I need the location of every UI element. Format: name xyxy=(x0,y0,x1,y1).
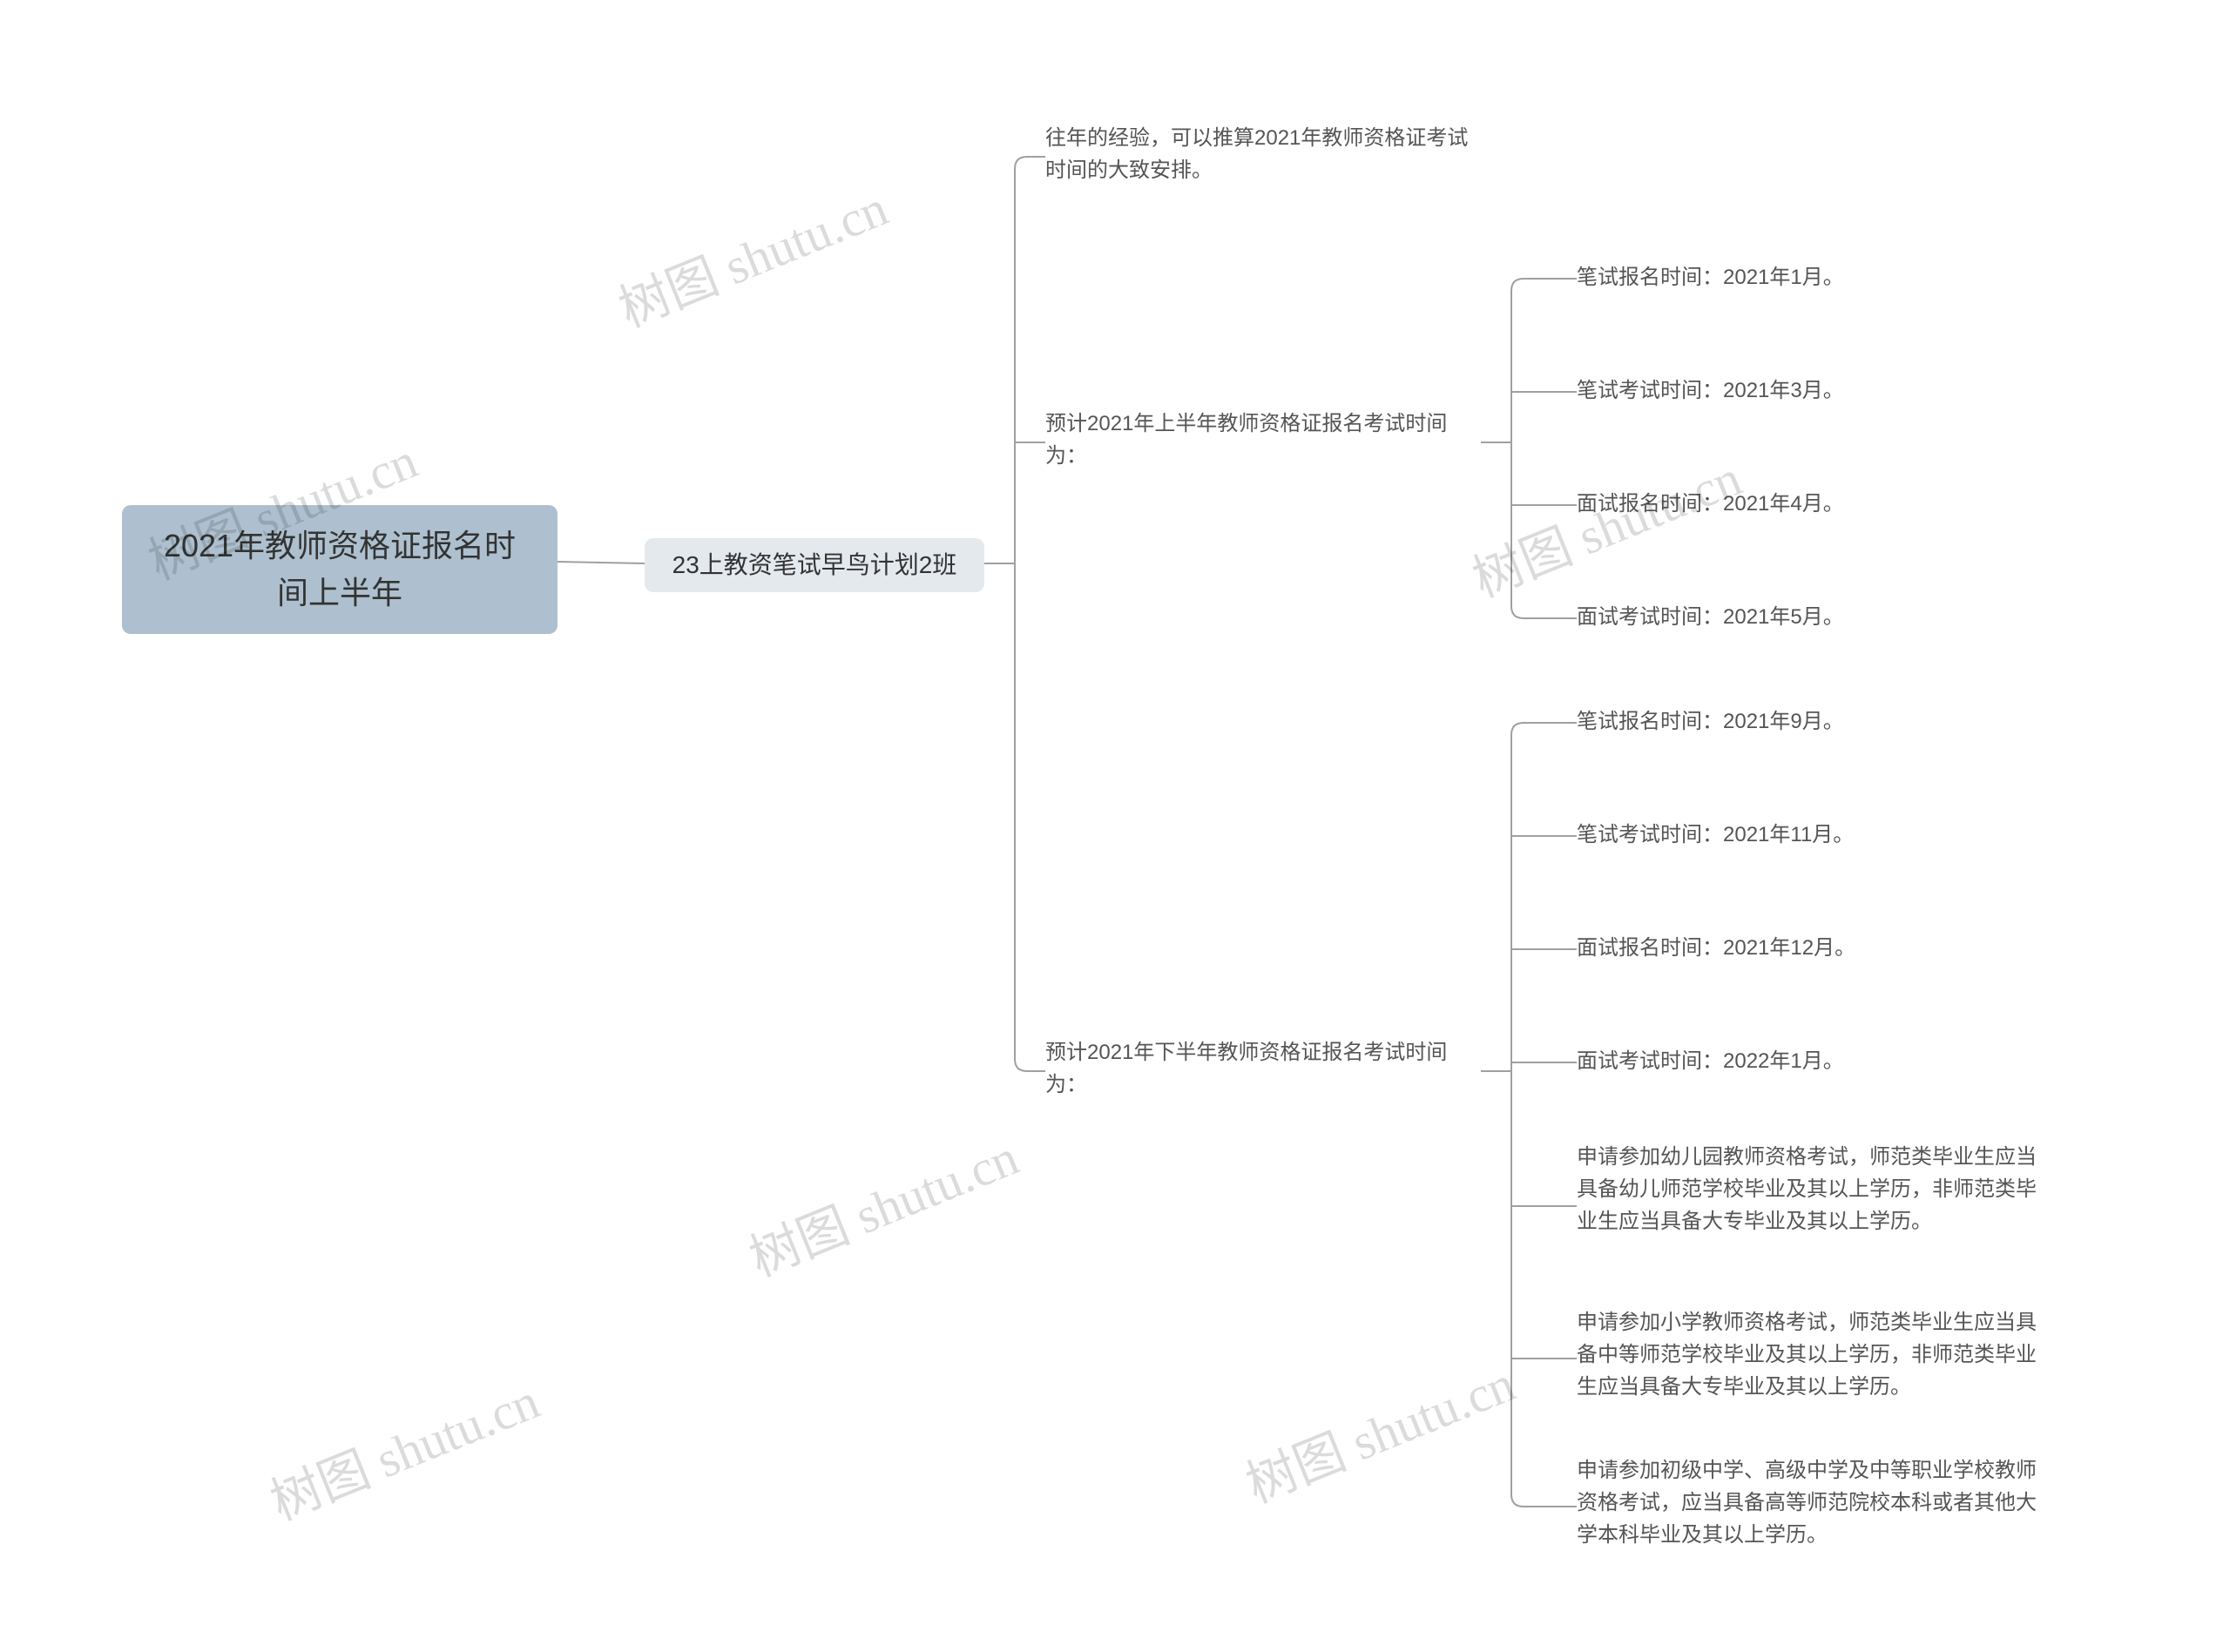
branch-node: 23上教资笔试早鸟计划2班 xyxy=(645,538,984,592)
watermark-3: 树图 shutu.cn xyxy=(258,1360,548,1534)
l3b-node-0: 笔试报名时间：2021年1月。 xyxy=(1577,261,2030,293)
l3c-node-4: 申请参加幼儿园教师资格考试，师范类毕业生应当具备幼儿师范学校毕业及其以上学历，非… xyxy=(1577,1141,2047,1238)
l3b-node-1: 笔试考试时间：2021年3月。 xyxy=(1577,374,2030,407)
l2-node-2: 预计2021年下半年教师资格证报名考试时间为： xyxy=(1045,1036,1481,1101)
watermark-5: 树图 shutu.cn xyxy=(1233,1343,1524,1517)
l3b-node-3: 面试考试时间：2021年5月。 xyxy=(1577,601,2030,633)
l2-node-1: 预计2021年上半年教师资格证报名考试时间为： xyxy=(1045,408,1481,472)
l3c-node-6: 申请参加初级中学、高级中学及中等职业学校教师资格考试，应当具备高等师范院校本科或… xyxy=(1577,1454,2047,1552)
mindmap-canvas: 2021年教师资格证报名时间上半年 23上教资笔试早鸟计划2班 往年的经验，可以… xyxy=(0,0,2230,1652)
l3c-node-0: 笔试报名时间：2021年9月。 xyxy=(1577,705,2030,738)
watermark-4: 树图 shutu.cn xyxy=(737,1116,1027,1291)
root-node: 2021年教师资格证报名时间上半年 xyxy=(122,505,558,634)
watermark-1: 树图 shutu.cn xyxy=(606,167,896,341)
l3c-node-5: 申请参加小学教师资格考试，师范类毕业生应当具备中等师范学校毕业及其以上学历，非师… xyxy=(1577,1306,2047,1404)
l3c-node-1: 笔试考试时间：2021年11月。 xyxy=(1577,819,2030,851)
l2-node-0: 往年的经验，可以推算2021年教师资格证考试时间的大致安排。 xyxy=(1045,122,1481,186)
l3c-node-2: 面试报名时间：2021年12月。 xyxy=(1577,932,2030,964)
l3c-node-3: 面试考试时间：2022年1月。 xyxy=(1577,1045,2030,1077)
l3b-node-2: 面试报名时间：2021年4月。 xyxy=(1577,488,2030,520)
watermark-2: 树图 shutu.cn xyxy=(1460,437,1750,611)
